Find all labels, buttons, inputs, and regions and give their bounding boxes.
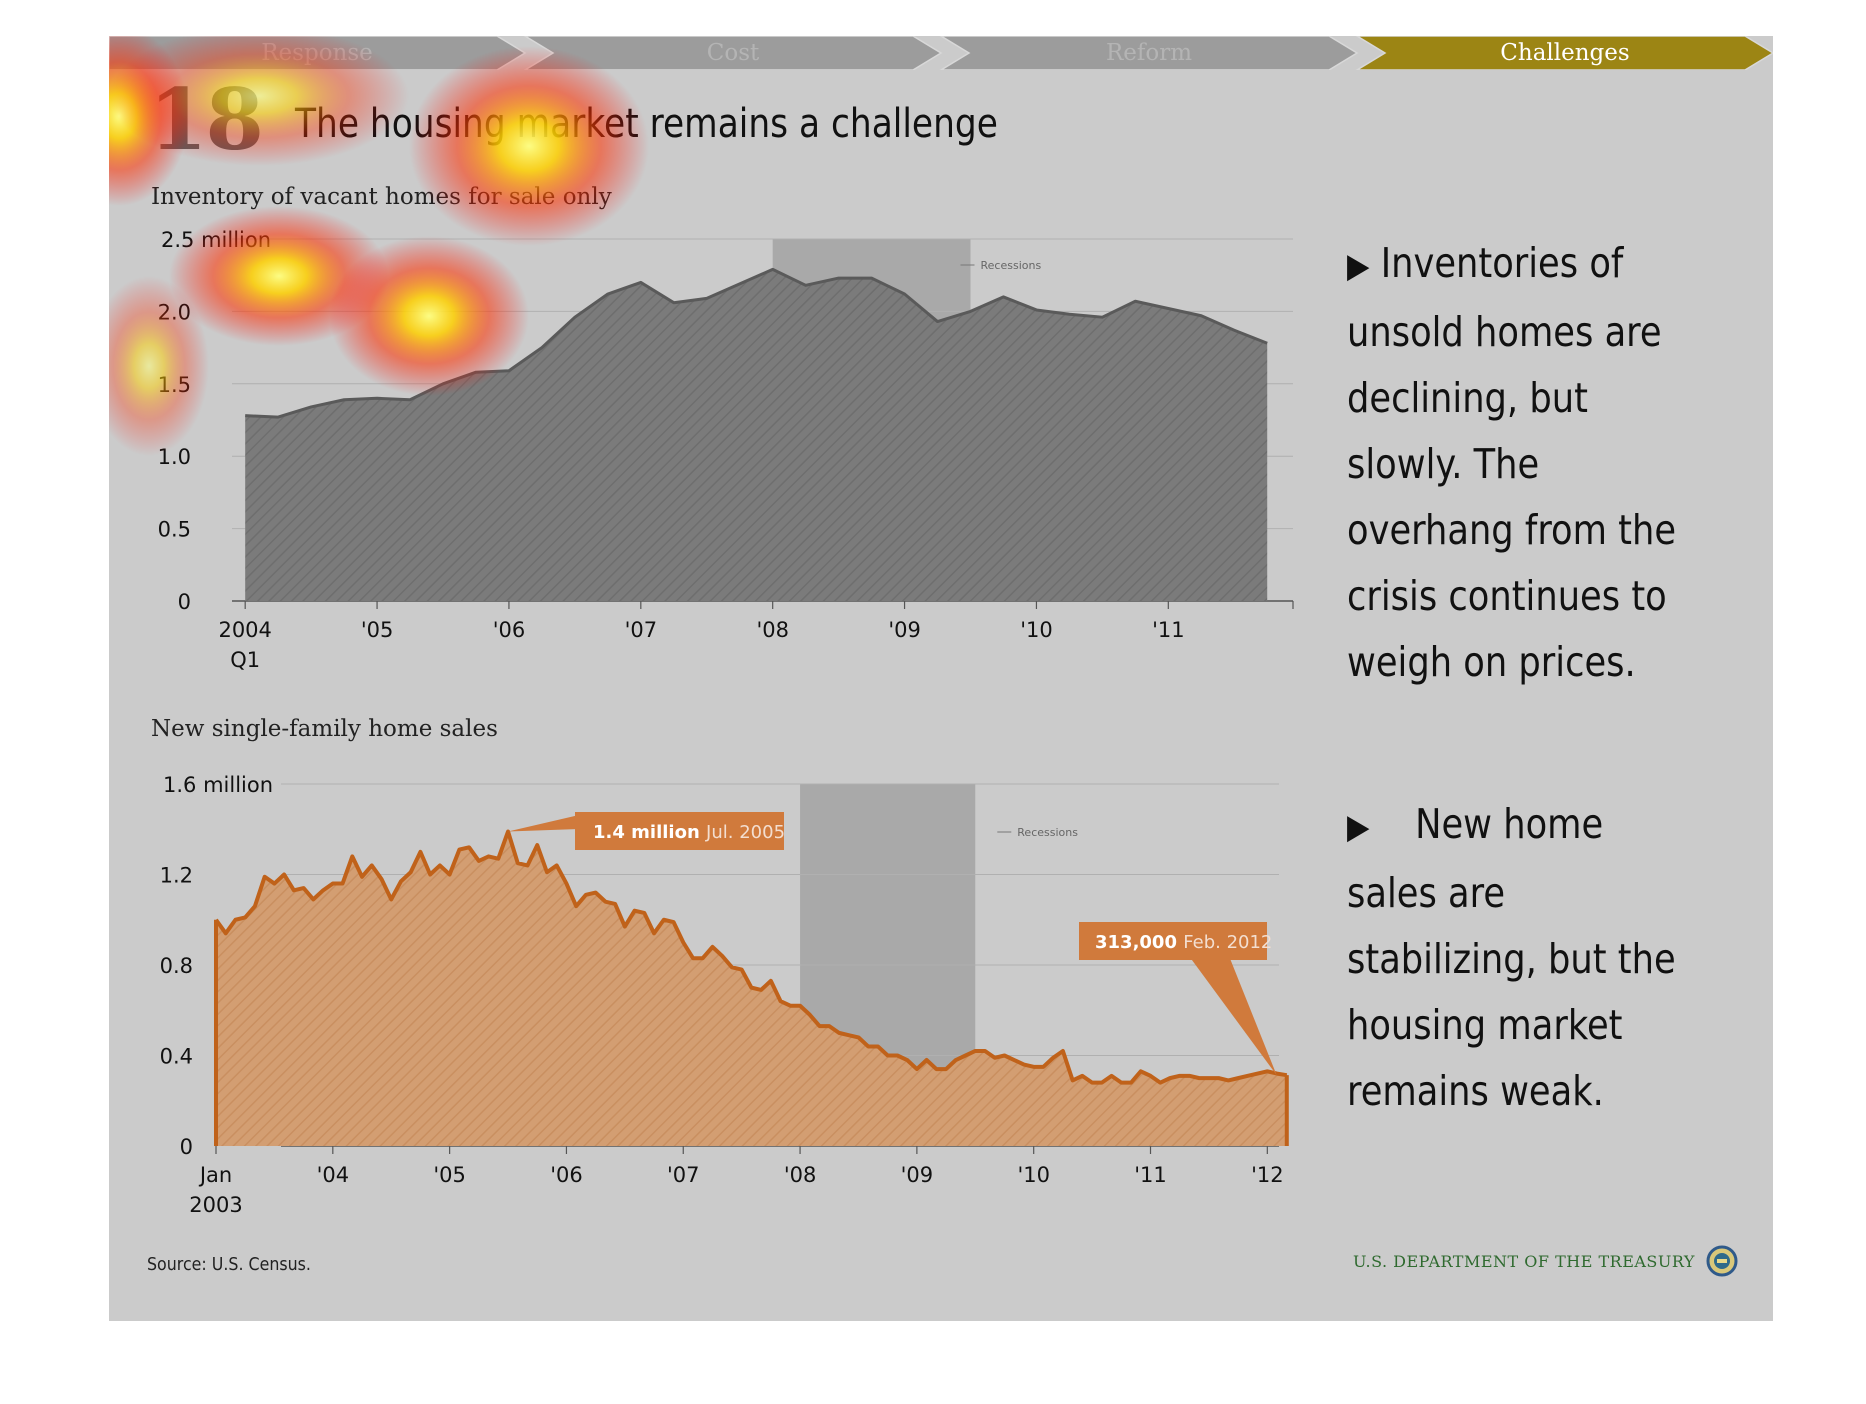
- sales-chart-title: New single-family home sales: [151, 716, 498, 742]
- y-tick-label: 1.2: [160, 864, 193, 888]
- x-tick-label: '06: [550, 1163, 583, 1187]
- x-tick-label: '07: [667, 1163, 700, 1187]
- x-tick-label: '11: [1152, 618, 1185, 642]
- x-tick-label: Jan: [198, 1163, 232, 1187]
- x-tick-label: '05: [433, 1163, 466, 1187]
- inventory-chart: Recessions 0 0.5 1.0 1.5 2.0 2.5 million 2004 Q1…: [158, 228, 1294, 672]
- callout-box: [1079, 922, 1267, 960]
- x-tick-label: '05: [361, 618, 394, 642]
- callout-date: Jul. 2005: [705, 822, 785, 843]
- x-tick-sublabel: 2003: [189, 1193, 242, 1217]
- treasury-seal-icon: [1706, 1245, 1738, 1277]
- y-tick-label: 1.6 million: [163, 773, 273, 797]
- callout-value: 313,000: [1095, 932, 1183, 953]
- x-tick-sublabel: Q1: [230, 648, 260, 672]
- x-tick-label: '09: [901, 1163, 934, 1187]
- sales-chart: Recessions 0 0.4 0.8 1.2 1.6 million Jan 2003 '0…: [160, 773, 1289, 1217]
- y-tick-label: 0: [178, 590, 191, 614]
- nav-tab-shape: [939, 36, 1359, 70]
- y-tick-label: 2.5 million: [161, 228, 271, 252]
- x-tick-label: '10: [1017, 1163, 1050, 1187]
- tab-cost[interactable]: Cost: [706, 40, 760, 66]
- x-tick-label: '11: [1134, 1163, 1167, 1187]
- nav-tab-shape: [1355, 36, 1773, 70]
- source-note: Source: U.S. Census.: [147, 1254, 311, 1275]
- x-tick-label: '09: [888, 618, 921, 642]
- y-tick-label: 0.4: [160, 1045, 193, 1069]
- triangle-bullet-icon: ▶: [1347, 807, 1370, 847]
- x-tick-label: '07: [625, 618, 658, 642]
- series-line: [245, 267, 1268, 419]
- callout-label: 1.4 million Jul. 2005: [593, 822, 785, 843]
- y-tick-label: 0.5: [158, 518, 191, 542]
- tab-reform[interactable]: Reform: [1105, 40, 1193, 66]
- charts-canvas: Recessions 0 0.5 1.0 1.5 2.0 2.5 million 2004 Q1…: [158, 228, 1294, 1217]
- slide: Response Cost Reform Challenges 18 The hous…: [109, 36, 1773, 1321]
- x-tick-label: '10: [1020, 618, 1053, 642]
- x-tick-label: 2004: [218, 618, 271, 642]
- x-tick-label: '08: [784, 1163, 817, 1187]
- tab-challenges[interactable]: Challenges: [1500, 40, 1630, 66]
- bullet-sales-text: New home sales are stabilizing, but the …: [1347, 800, 1676, 1115]
- x-tick-label: '06: [493, 618, 526, 642]
- callout-pointer: [1189, 956, 1277, 1076]
- recession-legend-label: Recessions: [981, 259, 1042, 272]
- y-tick-label: 2.0: [158, 300, 191, 324]
- x-tick-label: '04: [317, 1163, 350, 1187]
- x-tick-label: '08: [756, 618, 789, 642]
- callout-value: 1.4 million: [593, 822, 706, 843]
- callout-box: [575, 812, 784, 850]
- bullet-inventory: ▶ Inventories of unsold homes are declin…: [1347, 230, 1700, 695]
- y-tick-label: 1.5: [158, 373, 191, 397]
- y-tick-label: 0: [180, 1135, 193, 1159]
- triangle-bullet-icon: ▶: [1347, 246, 1370, 286]
- agency-name: U.S. DEPARTMENT OF THE TREASURY: [1353, 1252, 1695, 1271]
- bullet-sales: ▶ New home sales are stabilizing, but th…: [1347, 791, 1700, 1124]
- y-tick-label: 1.0: [158, 445, 191, 469]
- series-area: [245, 269, 1268, 601]
- series-line: [214, 829, 1288, 1085]
- y-tick-label: 0.8: [160, 954, 193, 978]
- callout-pointer: [508, 815, 579, 832]
- callout-label: 313,000 Feb. 2012: [1095, 932, 1272, 953]
- recession-legend-label: Recessions: [1017, 826, 1078, 839]
- callout-date: Feb. 2012: [1183, 932, 1272, 953]
- x-tick-label: '12: [1251, 1163, 1284, 1187]
- bullet-inventory-text: Inventories of unsold homes are declinin…: [1347, 239, 1677, 686]
